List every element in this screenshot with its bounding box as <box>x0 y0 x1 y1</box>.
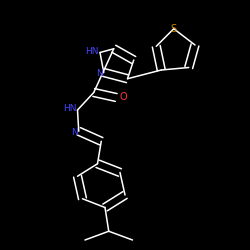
Text: S: S <box>171 24 177 34</box>
Text: HN: HN <box>63 104 76 113</box>
Text: N: N <box>71 128 78 137</box>
Text: HN: HN <box>85 47 99 56</box>
Text: O: O <box>120 92 128 102</box>
Text: N: N <box>96 69 102 78</box>
